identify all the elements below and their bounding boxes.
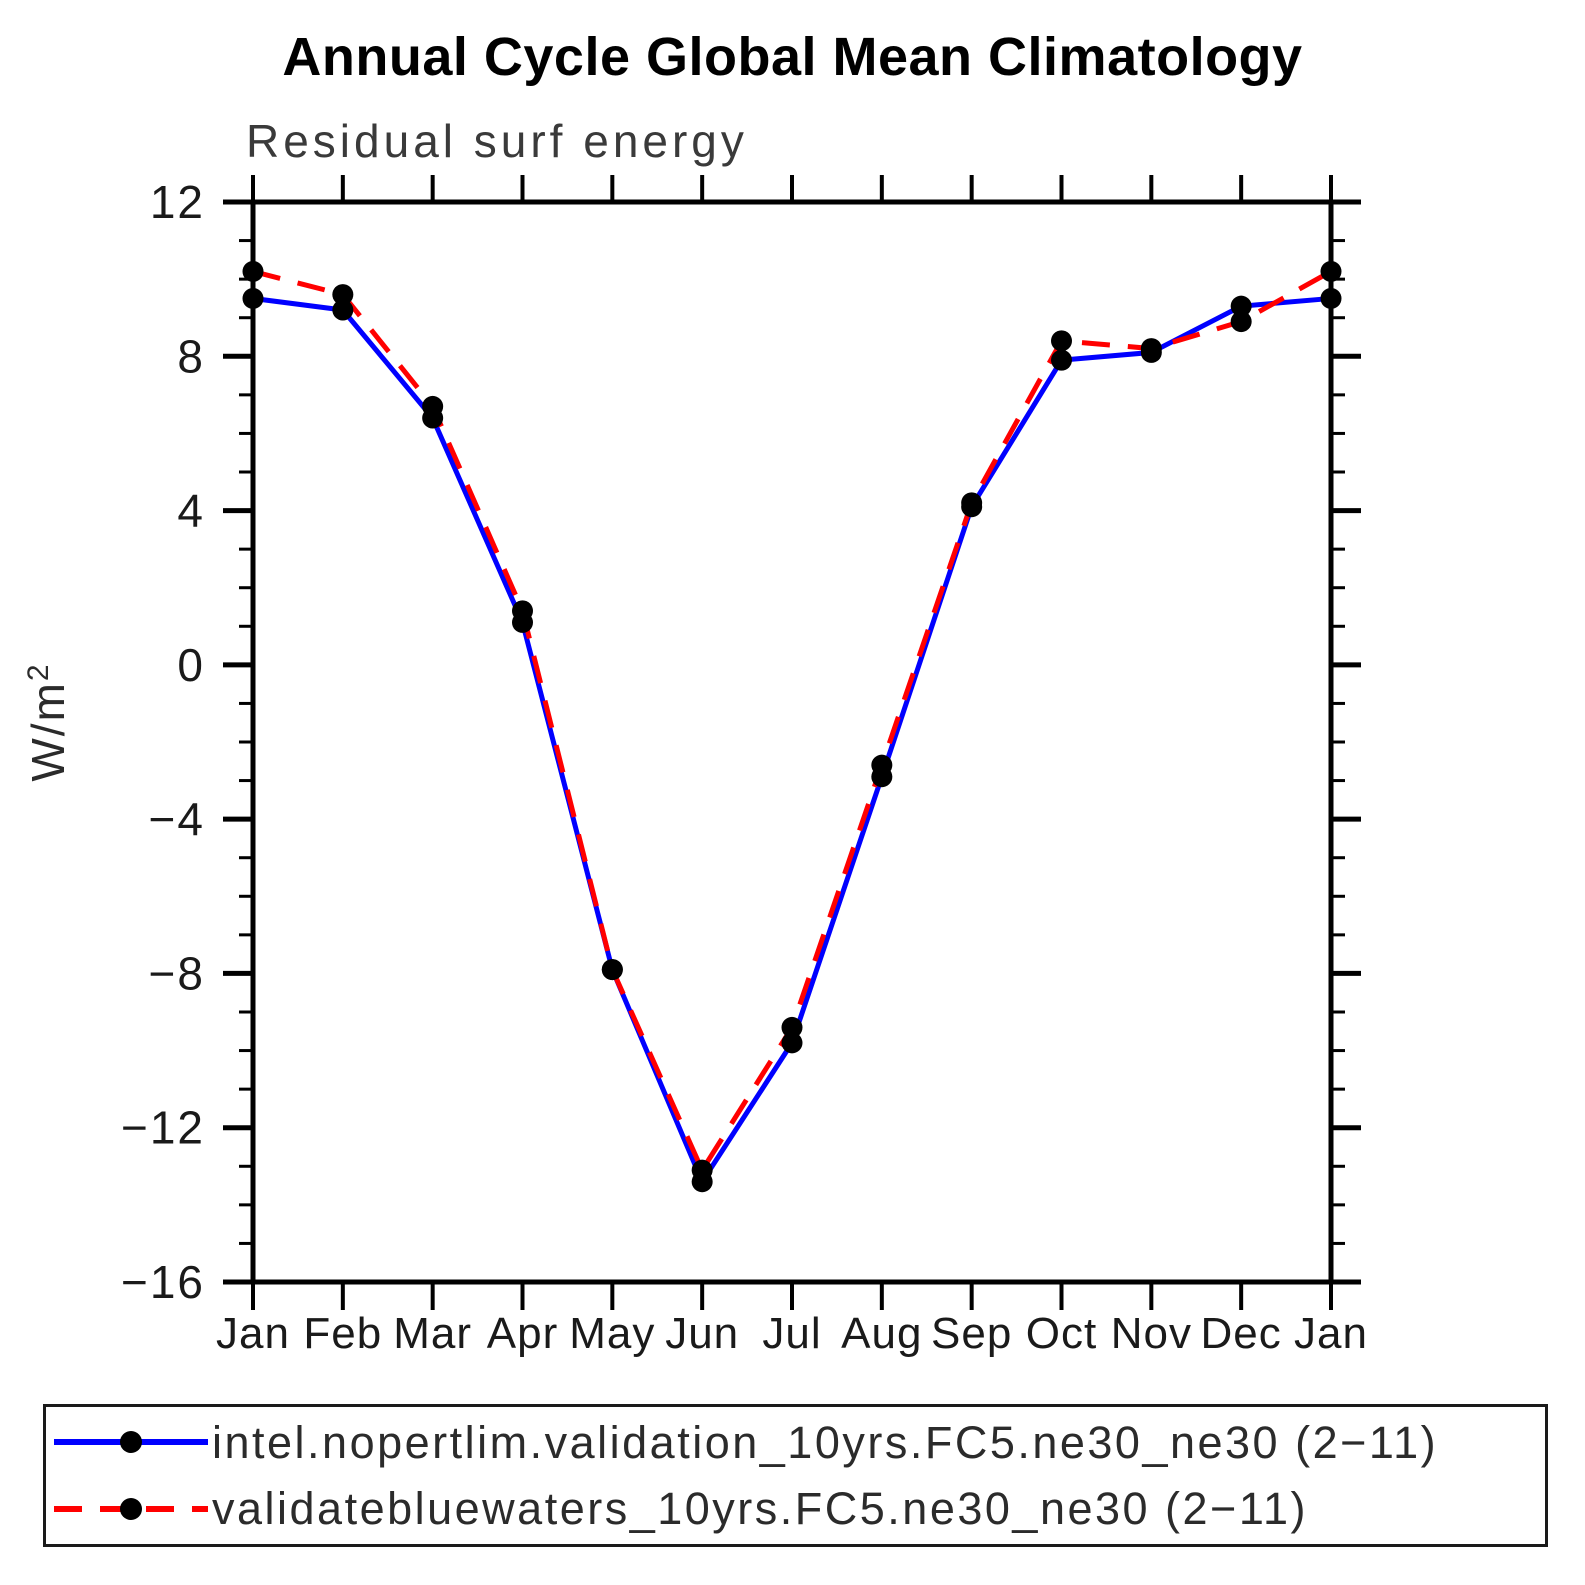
data-point [1051,349,1072,371]
data-point [242,287,264,309]
data-point [961,492,983,514]
x-tick-label: Jul [762,1309,821,1358]
y-tick-label: −12 [121,1102,205,1154]
axes [250,199,1334,1285]
legend-marker-dot [120,1431,142,1454]
data-point [781,1016,803,1038]
data-point [1051,330,1072,352]
y-tick-label: −16 [121,1256,205,1308]
data-point [1320,287,1342,309]
data-point [242,260,264,282]
legend-marker-dot [120,1497,142,1520]
y-tick-label: −4 [149,793,205,845]
x-ticks [251,175,1333,1310]
legend-label: intel.nopertlim.validation_10yrs.FC5.ne3… [212,1416,1439,1468]
legend-label: validatebluewaters_10yrs.FC5.ne30_ne30 (… [212,1483,1309,1535]
data-point-markers [242,260,1342,1193]
chart-subtitle: Residual surf energy [246,115,748,167]
data-point [422,395,444,417]
data-point [1230,295,1252,317]
legend-box: intel.nopertlim.validation_10yrs.FC5.ne3… [43,1404,1548,1547]
y-ticks [223,199,1361,1285]
x-tick-label: Oct [1026,1309,1097,1358]
data-point [332,299,354,321]
x-tick-label: Feb [303,1309,382,1358]
y-tick-label: 0 [177,639,205,691]
y-tick-label: −8 [149,947,205,999]
x-tick-label: Jan [216,1309,290,1358]
chart-title: Annual Cycle Global Mean Climatology [282,27,1303,87]
legend-swatch-blue-solid-line [54,1431,208,1454]
x-tick-label: Dec [1201,1309,1282,1358]
y-tick-label: 4 [177,485,205,537]
x-tick-label: Mar [393,1309,472,1358]
x-tick-labels: Jan Feb Mar Apr May Jun Jul Aug Sep Oct Nov Dec Jan [216,1309,1368,1358]
x-tick-label: Aug [841,1309,922,1358]
y-tick-label: 12 [150,176,205,228]
data-point [512,600,533,622]
data-point [601,959,623,981]
data-point [1230,311,1252,333]
data-point [691,1159,713,1181]
x-tick-label: Apr [487,1309,558,1358]
y-axis-label: W/m2 [22,662,74,781]
data-point [332,284,354,306]
x-tick-label: Jan [1294,1309,1368,1358]
x-tick-label: May [569,1309,655,1358]
data-point [781,1032,803,1054]
legend-swatch-red-dashed-line [54,1497,208,1520]
data-point [871,754,893,776]
y-tick-labels: −16 −12 −8 −4 0 4 8 12 [121,176,205,1308]
data-point [1320,260,1342,282]
legend-entry-1: validatebluewaters_10yrs.FC5.ne30_ne30 (… [46,1478,1545,1540]
y-tick-label: 8 [177,330,205,382]
x-tick-label: Jun [665,1309,739,1358]
x-tick-label: Nov [1111,1309,1192,1358]
legend-entry-0: intel.nopertlim.validation_10yrs.FC5.ne3… [46,1411,1545,1473]
x-tick-label: Sep [931,1309,1012,1358]
data-point [1140,338,1162,360]
